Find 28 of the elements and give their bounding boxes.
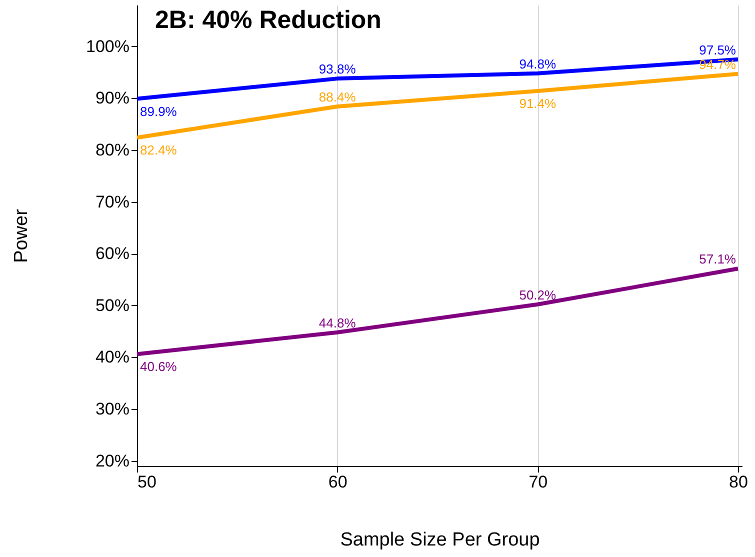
chart-title: 2B: 40% Reduction (155, 6, 382, 34)
y-tick-label: 50% (95, 296, 130, 315)
x-tick-label: 70 (528, 472, 548, 492)
line-series (135, 266, 740, 356)
y-tick-label: 30% (95, 400, 130, 419)
data-label: 93.8% (318, 62, 356, 77)
y-tick-label: 90% (95, 88, 130, 108)
x-tick-label: 80 (729, 472, 748, 492)
data-label: 50.2% (519, 287, 557, 302)
data-label: 40.6% (140, 359, 178, 374)
y-tick-label: 20% (95, 451, 130, 470)
data-label: 97.5% (699, 42, 736, 58)
y-tick-label: 100% (86, 36, 130, 56)
data-label: 88.4% (318, 90, 356, 105)
y-tick-label: 40% (95, 348, 130, 367)
y-axis-title: Power (11, 208, 32, 263)
x-tick-label: 60 (328, 472, 348, 492)
x-axis-title: Sample Size Per Group (340, 530, 540, 550)
x-tick-label: 50 (138, 472, 156, 492)
data-label: 91.4% (519, 96, 557, 111)
data-label: 89.9% (140, 104, 178, 119)
data-label: 57.1% (699, 252, 736, 267)
y-tick-label: 60% (95, 244, 130, 264)
data-label: 44.8% (318, 315, 356, 330)
data-label: 82.4% (140, 142, 178, 158)
data-label: 94.8% (519, 56, 557, 72)
y-tick-label: 80% (95, 140, 130, 160)
y-tick-label: 70% (95, 192, 130, 212)
